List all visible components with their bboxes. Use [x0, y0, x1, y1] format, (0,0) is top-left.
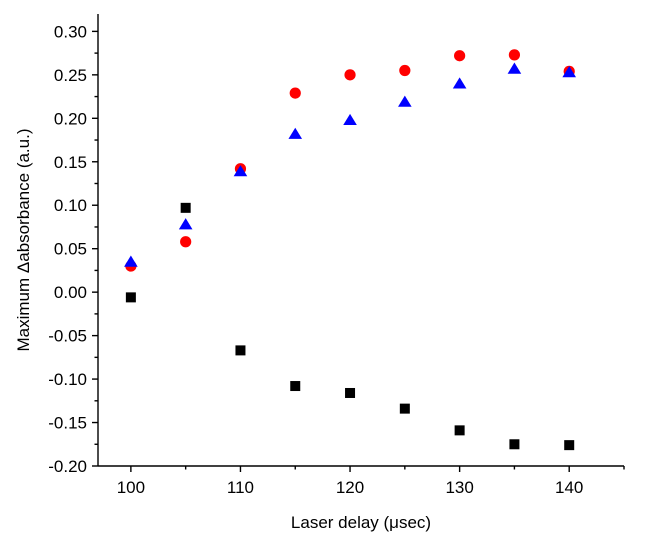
y-tick-label: 0.30 — [54, 22, 87, 41]
y-tick-label: 0.00 — [54, 283, 87, 302]
circle-point — [180, 236, 192, 248]
x-tick-label: 110 — [227, 478, 254, 497]
x-tick-label: 130 — [445, 478, 473, 497]
circle-point — [508, 49, 521, 61]
square-point — [454, 425, 465, 436]
triangle-point — [288, 127, 303, 139]
x-axis-title: Laser delay (μsec) — [291, 513, 431, 532]
square-point — [564, 440, 575, 451]
circle-point — [289, 87, 301, 99]
axes — [97, 14, 624, 467]
square-point — [509, 439, 520, 450]
square-point — [235, 345, 246, 356]
square-point — [125, 292, 136, 303]
triangle-point — [562, 66, 577, 78]
y-tick-label: 0.10 — [54, 196, 87, 215]
circle-point — [344, 69, 356, 81]
triangle-point — [233, 165, 248, 177]
y-tick-label: -0.10 — [48, 370, 87, 389]
circle-point — [454, 50, 466, 62]
y-tick-label: 0.20 — [54, 109, 87, 128]
triangle-point — [398, 95, 412, 107]
x-tick-label: 140 — [555, 478, 583, 497]
circle-point — [399, 64, 411, 77]
y-tick-label: 0.05 — [54, 240, 87, 259]
y-tick-label: -0.20 — [48, 457, 87, 476]
square-point — [345, 387, 356, 398]
y-axis-title: Maximum Δabsorbance (a.u.) — [14, 129, 33, 352]
triangle-point — [452, 77, 467, 89]
ticks: 100 110 120 130 140 -0.20 -0.15 -0.10 -0.05 0.00 0… — [48, 22, 625, 497]
triangle-point — [178, 218, 193, 230]
square-point — [180, 202, 191, 213]
y-tick-label: -0.05 — [48, 327, 87, 346]
square-point — [399, 403, 410, 414]
y-tick-label: 0.15 — [54, 153, 87, 172]
square-point — [290, 381, 301, 392]
x-tick-label: 100 — [117, 478, 145, 497]
y-tick-label: 0.25 — [54, 66, 87, 85]
x-tick-label: 120 — [336, 478, 364, 497]
triangle-point — [124, 255, 138, 267]
triangle-point — [507, 62, 522, 74]
triangle-point — [343, 113, 357, 126]
data-points — [124, 49, 577, 451]
y-tick-label: -0.15 — [48, 414, 87, 433]
